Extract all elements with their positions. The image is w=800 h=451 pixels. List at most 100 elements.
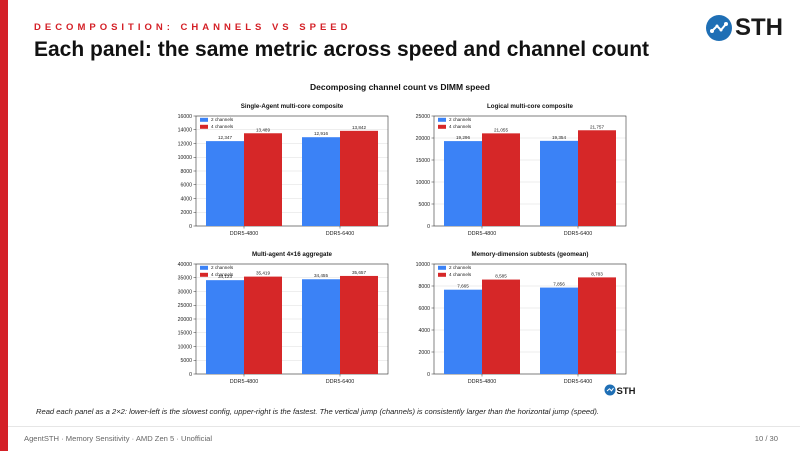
x-tick-label: DDR5-4800 — [230, 231, 258, 237]
y-tick-label: 14000 — [178, 128, 193, 134]
legend-label: 4 channels — [449, 124, 472, 129]
sth-logo: STH — [705, 12, 785, 44]
y-tick-label: 6000 — [180, 183, 192, 189]
panel-title: Memory-dimension subtests (geomean) — [472, 251, 589, 258]
x-tick-label: DDR5-6400 — [326, 231, 354, 237]
y-tick-label: 0 — [189, 224, 192, 230]
y-tick-label: 0 — [427, 224, 430, 230]
y-tick-label: 35000 — [178, 276, 193, 282]
y-tick-label: 5000 — [418, 202, 430, 208]
y-tick-label: 25000 — [178, 303, 193, 309]
y-tick-label: 4000 — [180, 196, 192, 202]
legend-swatch — [200, 117, 208, 122]
x-tick-label: DDR5-6400 — [326, 379, 354, 385]
bar-2ch — [540, 287, 578, 374]
bar-value-label: 7,665 — [457, 284, 469, 289]
y-tick-label: 20000 — [178, 317, 193, 323]
legend-swatch — [200, 124, 208, 129]
legend-swatch — [438, 265, 446, 270]
bar-value-label: 19,354 — [552, 135, 566, 140]
bar-value-label: 35,657 — [352, 270, 366, 275]
bar-value-label: 8,783 — [591, 271, 603, 276]
bar-2ch — [302, 279, 340, 374]
y-tick-label: 8000 — [180, 169, 192, 175]
bar-value-label: 13,842 — [352, 125, 366, 130]
x-tick-label: DDR5-6400 — [564, 231, 592, 237]
chart-panel-1: Logical multi-core composite 0 5000 10000 15… — [416, 103, 627, 237]
legend-swatch — [200, 265, 208, 270]
x-tick-label: DDR5-4800 — [230, 379, 258, 385]
bar-2ch — [206, 280, 244, 374]
panel-title: Logical multi-core composite — [487, 103, 574, 110]
axes-frame — [433, 115, 627, 227]
bar-4ch — [340, 275, 378, 374]
bar-value-label: 34,455 — [314, 273, 328, 278]
y-tick-label: 15000 — [178, 331, 193, 337]
y-tick-label: 30000 — [178, 289, 193, 295]
bar-value-label: 13,489 — [256, 127, 270, 132]
bar-value-label: 21,055 — [494, 127, 508, 132]
bar-2ch — [444, 141, 482, 226]
bar-4ch — [482, 279, 520, 374]
y-tick-label: 25000 — [416, 114, 431, 120]
panel-title: Multi-agent 4×16 aggregate — [252, 251, 333, 258]
legend-swatch — [438, 124, 446, 129]
bar-value-label: 8,585 — [495, 274, 507, 279]
bar-2ch — [206, 141, 244, 226]
legend-swatch — [438, 272, 446, 277]
y-tick-label: 10000 — [416, 262, 431, 268]
legend-label: 2 channels — [211, 117, 234, 122]
y-tick-label: 6000 — [418, 306, 430, 312]
legend-label: 4 channels — [211, 124, 234, 129]
chart-panel-0: Single-Agent multi-core composite 0 2000 40… — [178, 103, 389, 237]
panel-title: Single-Agent multi-core composite — [241, 103, 344, 110]
figure-watermark-logo: STH — [604, 383, 636, 397]
y-tick-label: 5000 — [180, 358, 192, 364]
y-tick-label: 4000 — [418, 328, 430, 334]
circuit-logo-icon — [706, 15, 732, 41]
footer-text: AgentSTH · Memory Sensitivity · AMD Zen … — [24, 434, 213, 443]
bar-value-label: 12,347 — [218, 135, 232, 140]
y-tick-label: 16000 — [178, 114, 193, 120]
bar-value-label: 21,757 — [590, 124, 604, 129]
figure-title: Decomposing channel count vs DIMM speed — [310, 82, 490, 92]
footer-divider — [8, 426, 800, 427]
legend-label: 2 channels — [449, 117, 472, 122]
bar-4ch — [482, 133, 520, 226]
bar-value-label: 35,419 — [256, 271, 270, 276]
y-tick-label: 0 — [427, 372, 430, 378]
bar-2ch — [302, 137, 340, 226]
axes-frame — [195, 263, 389, 375]
chart-panel-2: Multi-agent 4×16 aggregate 0 5000 10000 1500… — [178, 251, 389, 385]
legend-swatch — [438, 117, 446, 122]
y-tick-label: 40000 — [178, 262, 193, 268]
y-tick-label: 2000 — [180, 210, 192, 216]
bar-4ch — [578, 130, 616, 226]
y-tick-label: 20000 — [416, 136, 431, 142]
y-tick-label: 2000 — [418, 350, 430, 356]
axes-frame — [433, 263, 627, 375]
y-tick-label: 8000 — [418, 284, 430, 290]
bar-2ch — [444, 289, 482, 374]
page-number: 10 / 30 — [754, 434, 778, 443]
legend-label: 4 channels — [211, 272, 234, 277]
bar-4ch — [578, 277, 616, 374]
bar-4ch — [244, 276, 282, 374]
svg-text:STH: STH — [617, 386, 636, 396]
accent-bar — [0, 0, 8, 451]
chart-caption: Read each panel as a 2×2: lower-left is … — [36, 407, 600, 416]
y-tick-label: 0 — [189, 372, 192, 378]
x-tick-label: DDR5-6400 — [564, 379, 592, 385]
y-tick-label: 15000 — [416, 158, 431, 164]
y-tick-label: 10000 — [416, 180, 431, 186]
bar-value-label: 19,296 — [456, 135, 470, 140]
section-kicker: DECOMPOSITION: CHANNELS VS SPEED — [34, 22, 352, 33]
bar-2ch — [540, 140, 578, 226]
legend-label: 4 channels — [449, 272, 472, 277]
x-tick-label: DDR5-4800 — [468, 379, 496, 385]
chart-panel-3: Memory-dimension subtests (geomean) 0 2000… — [416, 251, 627, 385]
bar-4ch — [340, 130, 378, 226]
bar-value-label: 12,916 — [314, 131, 328, 136]
chart-figure: Decomposing channel count vs DIMM speed … — [162, 82, 638, 400]
bar-value-label: 34,123 — [218, 274, 232, 279]
